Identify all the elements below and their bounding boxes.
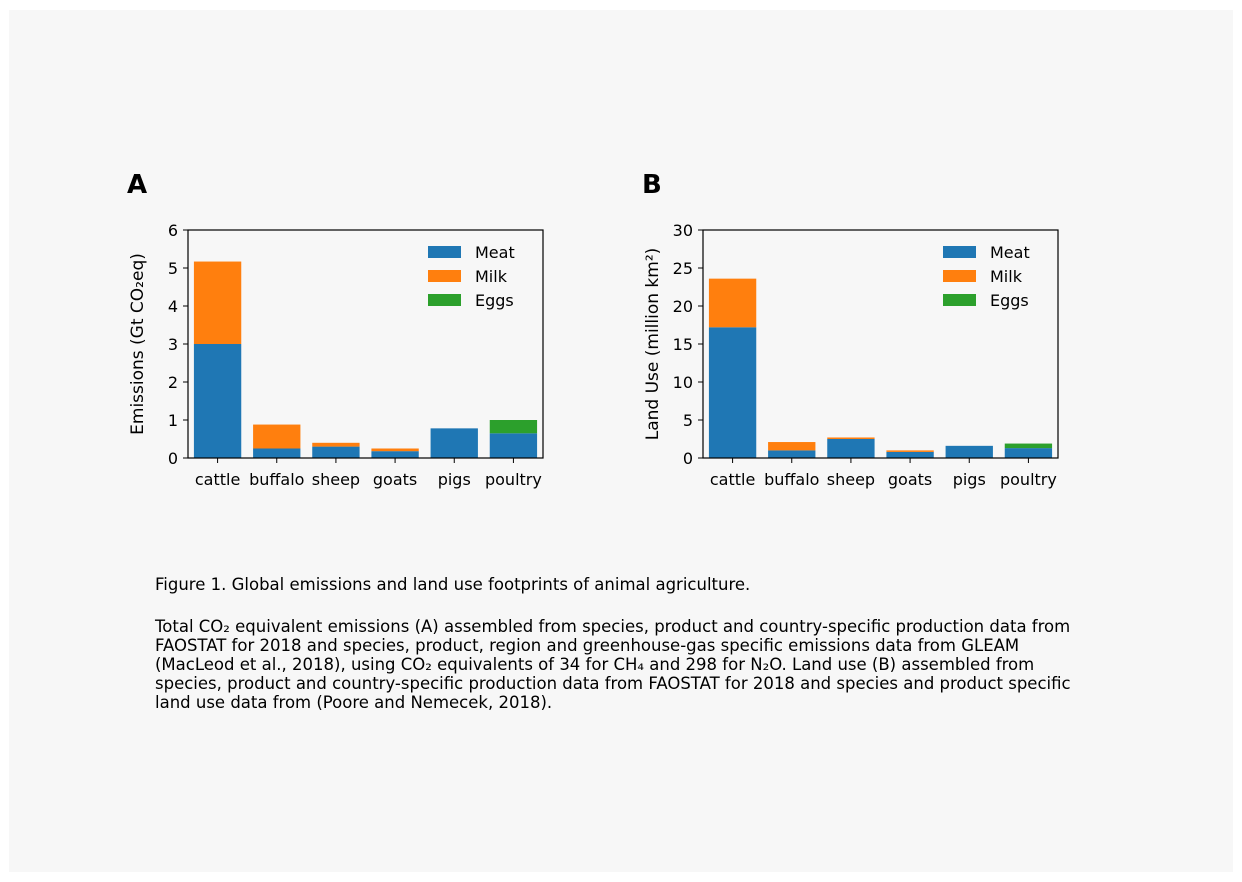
bar-sheep-milk [312, 442, 360, 447]
bar-sheep-meat [827, 439, 875, 458]
bar-cattle-meat [708, 327, 757, 458]
x-tick-label: poultry [1000, 470, 1057, 489]
y-axis-label: Land Use (million km²) [643, 248, 663, 441]
y-axis-label: Emissions (Gt CO₂eq) [128, 253, 148, 435]
x-tick-label: buffalo [764, 470, 819, 489]
x-tick-label: sheep [312, 470, 360, 489]
legend-label-milk: Milk [475, 267, 508, 286]
bar-poultry-meat [1004, 448, 1053, 458]
x-tick-label: cattle [195, 470, 240, 489]
x-tick-label: goats [888, 470, 932, 489]
legend-swatch-meat [943, 246, 976, 258]
x-tick-label: goats [373, 470, 417, 489]
x-tick-label: pigs [438, 470, 471, 489]
bar-poultry-eggs [489, 420, 538, 434]
chart-b-land-use: cattle buffalo sheep goats pigs poultry 0 5 10 15… [643, 221, 1059, 489]
figure-caption-title: Figure 1. Global emissions and land use … [155, 575, 751, 594]
bar-goats-meat [371, 451, 419, 458]
legend-label-eggs: Eggs [990, 291, 1029, 310]
y-tick-label: 0 [683, 449, 693, 468]
plot-frame [187, 229, 544, 459]
y-tick-label: 20 [673, 297, 693, 316]
x-tick-label: cattle [710, 470, 755, 489]
bar-sheep-milk [827, 437, 875, 439]
panel-letter-b: B [642, 170, 662, 200]
y-tick-label: 6 [168, 221, 178, 240]
bar-pigs-meat [945, 445, 993, 458]
bar-buffalo-meat [768, 450, 816, 458]
legend-label-milk: Milk [990, 267, 1023, 286]
figure-caption-body: Total CO₂ equivalent emissions (A) assem… [155, 617, 1071, 712]
y-tick-label: 15 [673, 335, 693, 354]
legend-swatch-milk [943, 270, 976, 282]
y-tick-label: 0 [168, 449, 178, 468]
legend-label-meat: Meat [475, 243, 515, 262]
y-tick-label: 3 [168, 335, 178, 354]
x-tick-label: pigs [953, 470, 986, 489]
y-tick-label: 4 [168, 297, 178, 316]
y-tick-label: 2 [168, 373, 178, 392]
bar-buffalo-milk [768, 442, 816, 451]
chart-a-emissions: cattle buffalo sheep goats pigs poultry 0 1 2 3 4 5… [128, 221, 544, 489]
bar-buffalo-milk [253, 424, 301, 449]
legend-swatch-meat [428, 246, 461, 258]
y-tick-label: 30 [673, 221, 693, 240]
plot-frame [702, 229, 1059, 459]
legend-swatch-eggs [943, 294, 976, 306]
legend-label-eggs: Eggs [475, 291, 514, 310]
legend-swatch-eggs [428, 294, 461, 306]
x-tick-label: sheep [827, 470, 875, 489]
x-tick-label: buffalo [249, 470, 304, 489]
bar-cattle-milk [193, 261, 242, 344]
bar-cattle-meat [193, 344, 242, 458]
bar-pigs-meat [430, 428, 478, 458]
bar-goats-milk [886, 450, 934, 452]
y-tick-label: 5 [168, 259, 178, 278]
legend-swatch-milk [428, 270, 461, 282]
bar-goats-meat [886, 451, 934, 458]
y-tick-label: 5 [683, 411, 693, 430]
y-tick-label: 1 [168, 411, 178, 430]
bar-sheep-meat [312, 446, 360, 458]
bar-buffalo-meat [253, 448, 301, 458]
x-tick-label: poultry [485, 470, 542, 489]
legend-label-meat: Meat [990, 243, 1030, 262]
bar-cattle-milk [708, 278, 757, 328]
bar-poultry-eggs [1004, 443, 1053, 449]
bar-poultry-meat [489, 433, 538, 458]
bar-goats-milk [371, 448, 419, 452]
panel-letter-a: A [127, 170, 148, 200]
y-tick-label: 10 [673, 373, 693, 392]
y-tick-label: 25 [673, 259, 693, 278]
